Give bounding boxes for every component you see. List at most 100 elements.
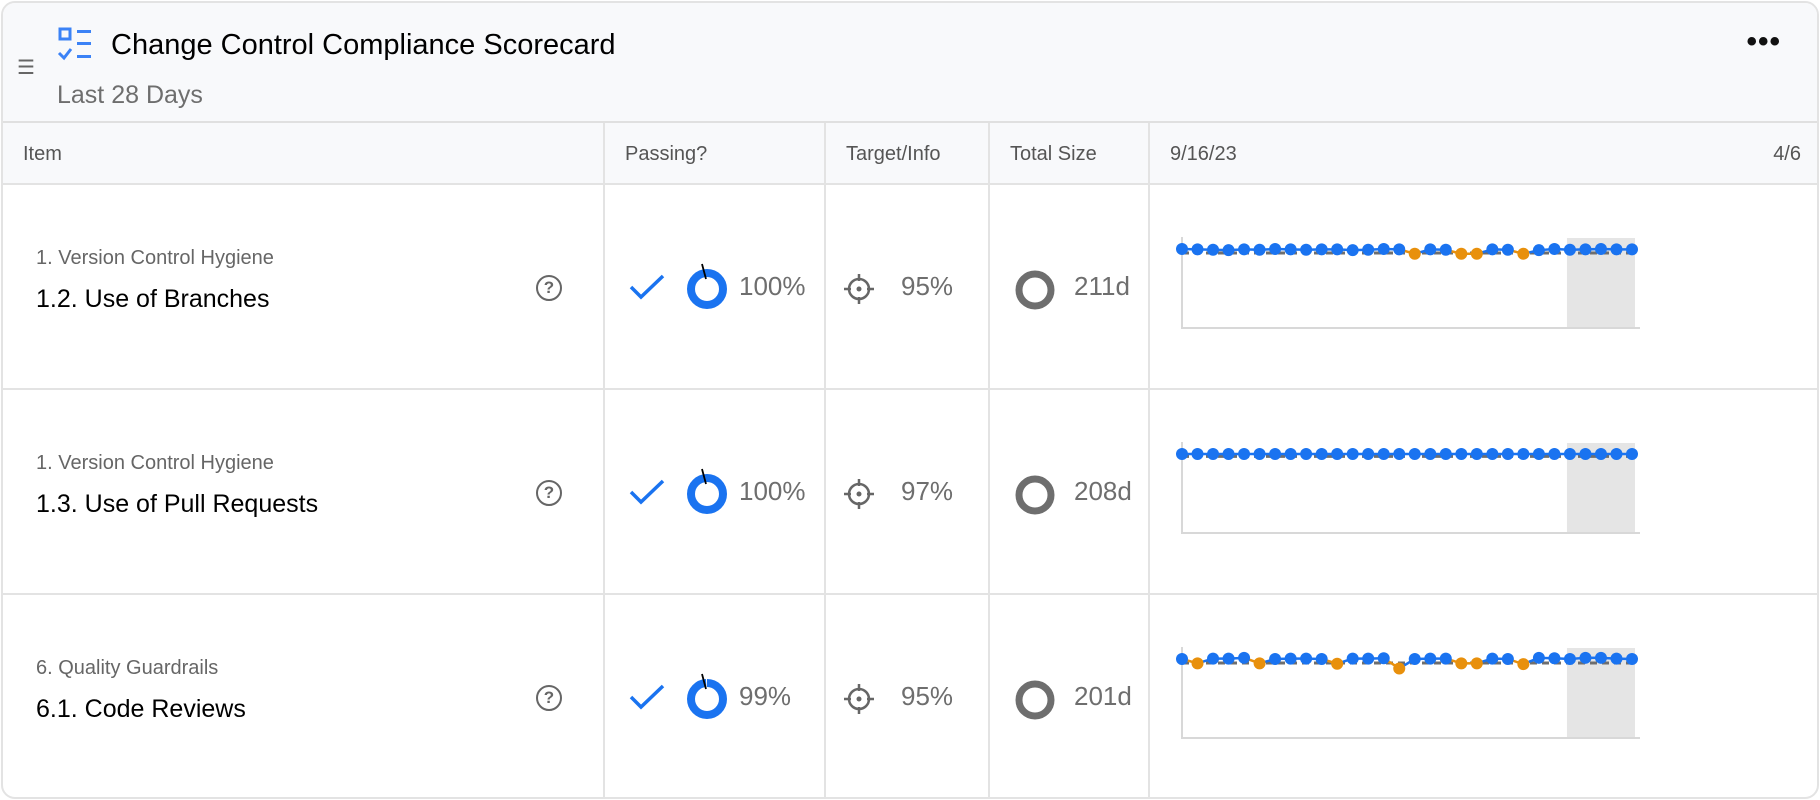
item-cell: 6. Quality Guardrails 6.1. Code Reviews … — [3, 595, 605, 797]
data-point — [1424, 243, 1437, 256]
data-point — [1579, 651, 1592, 664]
data-point — [1408, 448, 1421, 460]
data-point — [1579, 448, 1592, 460]
data-point — [1563, 243, 1576, 256]
item-name: 1.2. Use of Branches — [36, 285, 270, 313]
data-point — [1532, 244, 1545, 257]
data-point — [1579, 243, 1592, 256]
check-icon — [629, 274, 665, 300]
data-point — [1610, 243, 1623, 256]
data-point — [1300, 448, 1313, 460]
data-point — [1594, 448, 1607, 460]
target-value: 95% — [901, 271, 954, 301]
table-row[interactable]: 1. Version Control Hygiene 1.2. Use of B… — [3, 185, 1817, 390]
size-cell: 211d — [990, 185, 1150, 388]
table-row[interactable]: 1. Version Control Hygiene 1.3. Use of P… — [3, 390, 1817, 595]
data-point — [1238, 448, 1251, 460]
data-point — [1362, 243, 1375, 256]
data-point — [1408, 653, 1421, 665]
data-point — [1393, 243, 1406, 256]
data-point — [1331, 448, 1344, 460]
help-icon[interactable]: ? — [536, 275, 562, 301]
data-point — [1222, 244, 1235, 257]
passing-donut — [687, 468, 727, 514]
col-size[interactable]: Total Size — [990, 123, 1150, 185]
table-header: Item Passing? Target/Info Total Size 9/1… — [3, 123, 1817, 185]
data-point — [1470, 657, 1483, 670]
data-point — [1424, 652, 1437, 665]
passing-cell: 100% — [605, 390, 826, 593]
size-cell: 201d — [990, 595, 1150, 797]
data-point — [1253, 657, 1266, 670]
target-value: 95% — [901, 681, 954, 711]
item-name: 6.1. Code Reviews — [36, 695, 246, 723]
item-category: 1. Version Control Hygiene — [36, 452, 274, 474]
data-point — [1222, 652, 1235, 665]
size-value: 201d — [1074, 681, 1132, 711]
data-point — [1548, 652, 1561, 665]
data-point — [1253, 448, 1266, 460]
trend-sparkline[interactable] — [1150, 595, 1819, 799]
target-cell: 95% — [826, 595, 990, 797]
table-row[interactable]: 6. Quality Guardrails 6.1. Code Reviews … — [3, 595, 1819, 799]
data-point — [1377, 243, 1390, 255]
data-point — [1284, 243, 1297, 256]
data-point — [1269, 448, 1282, 460]
target-cell: 97% — [826, 390, 990, 593]
check-icon — [629, 684, 665, 710]
target-marker — [701, 263, 707, 280]
trend-sparkline[interactable] — [1150, 185, 1819, 390]
size-ring-icon — [1015, 680, 1055, 720]
data-point — [1501, 653, 1514, 665]
data-point — [1362, 652, 1375, 665]
item-cell: 1. Version Control Hygiene 1.3. Use of P… — [3, 390, 605, 593]
help-icon[interactable]: ? — [536, 685, 562, 711]
data-point — [1439, 652, 1452, 665]
data-point — [1532, 651, 1545, 664]
data-point — [1191, 243, 1204, 256]
passing-donut — [687, 673, 727, 719]
data-point — [1346, 652, 1359, 665]
data-point — [1594, 651, 1607, 664]
data-point — [1517, 448, 1530, 460]
target-marker — [701, 468, 707, 485]
col-passing[interactable]: Passing? — [605, 123, 826, 185]
drag-handle-icon[interactable]: ☰ — [17, 57, 35, 79]
data-point — [1455, 657, 1468, 670]
trend-sparkline[interactable] — [1150, 390, 1819, 595]
data-point — [1377, 448, 1390, 460]
col-target[interactable]: Target/Info — [826, 123, 990, 185]
data-point — [1393, 662, 1406, 675]
data-point — [1191, 448, 1204, 460]
item-cell: 1. Version Control Hygiene 1.2. Use of B… — [3, 185, 605, 388]
trend-start-date: 9/16/23 — [1170, 143, 1237, 165]
data-point — [1176, 448, 1188, 460]
data-point — [1563, 448, 1576, 460]
data-point — [1486, 448, 1499, 460]
data-point — [1346, 244, 1359, 257]
data-point — [1222, 448, 1235, 460]
chart-axis — [1181, 237, 1640, 329]
col-item[interactable]: Item — [3, 123, 605, 185]
data-point — [1176, 243, 1188, 255]
data-point — [1269, 243, 1282, 255]
data-point — [1253, 243, 1266, 256]
data-point — [1331, 657, 1344, 670]
data-point — [1238, 651, 1251, 664]
data-point — [1284, 448, 1297, 460]
trend-cell — [1150, 390, 1819, 595]
data-point — [1548, 448, 1561, 460]
data-point — [1176, 653, 1188, 665]
data-point — [1501, 243, 1514, 256]
more-options-button[interactable]: ••• — [1746, 25, 1781, 58]
passing-value: 100% — [739, 476, 806, 506]
data-point — [1548, 243, 1561, 255]
data-point — [1626, 243, 1638, 256]
data-point — [1331, 243, 1344, 256]
help-icon[interactable]: ? — [536, 480, 562, 506]
data-point — [1377, 652, 1390, 665]
check-icon — [629, 479, 665, 505]
data-point — [1486, 243, 1499, 256]
size-cell: 208d — [990, 390, 1150, 593]
